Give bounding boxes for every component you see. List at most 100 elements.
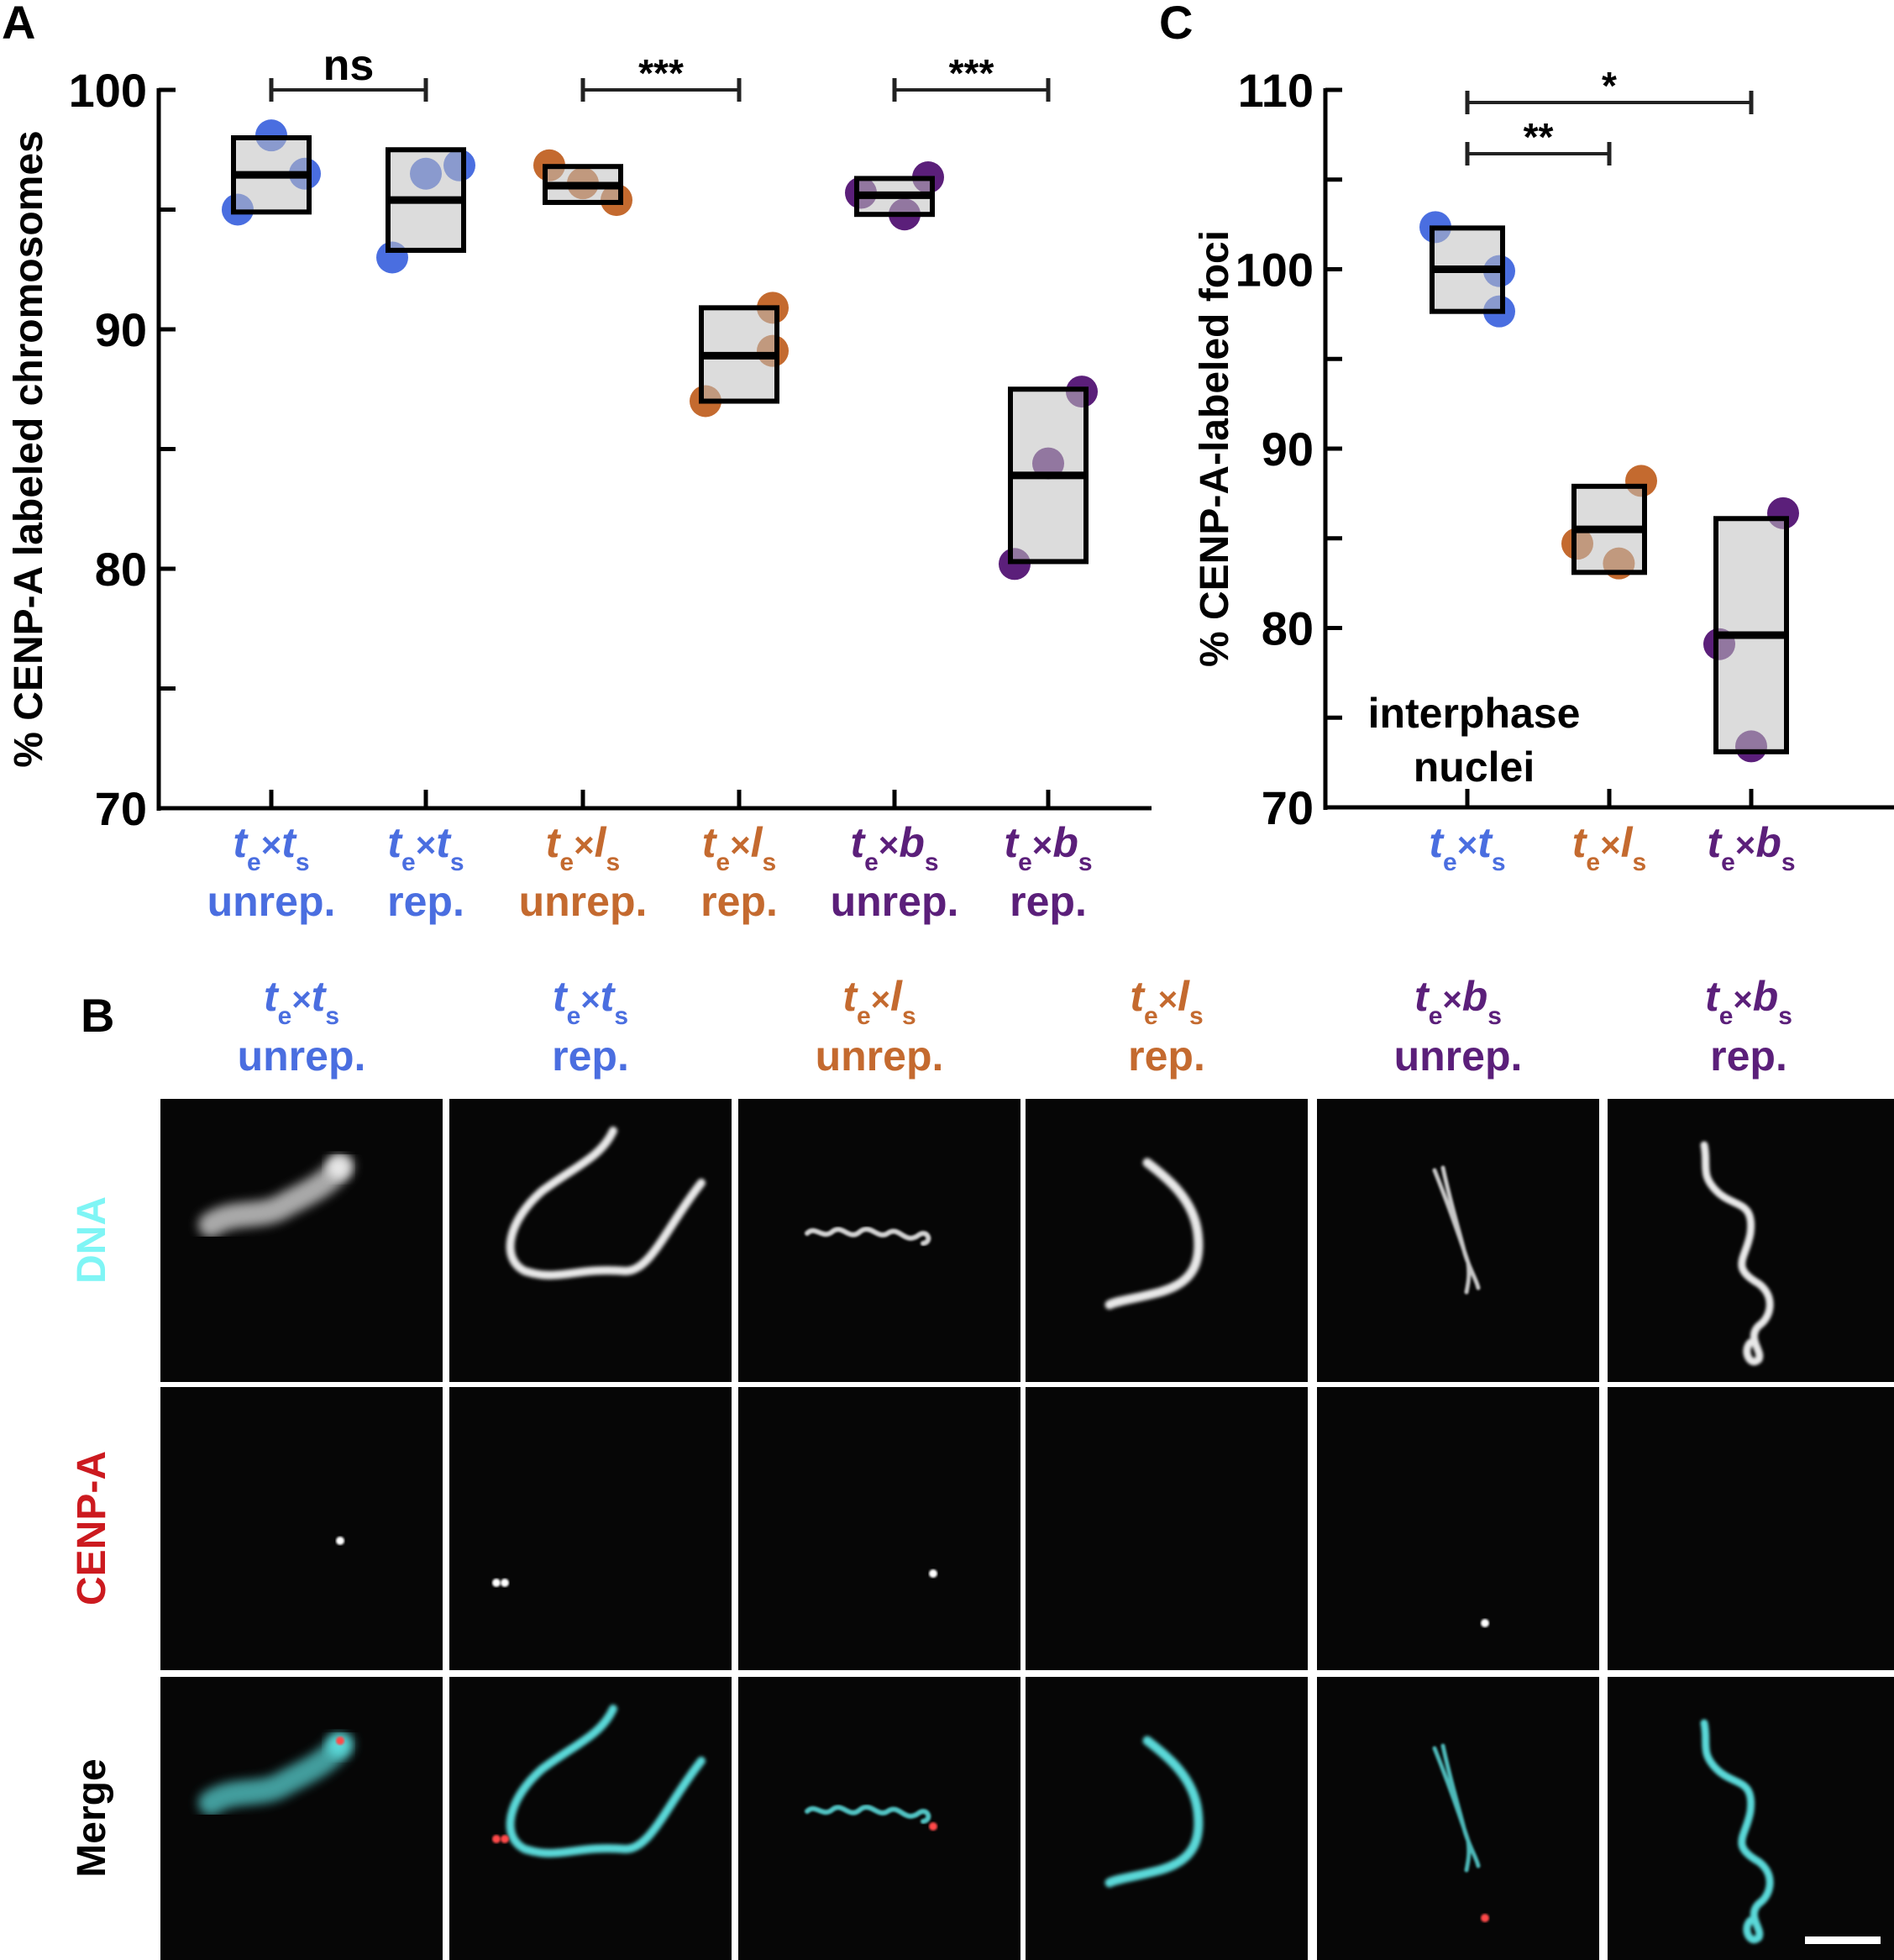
- x-tick-label-genotype: te×bs: [1004, 819, 1092, 876]
- chromosome: [1432, 1165, 1481, 1295]
- chromosome: [506, 1127, 706, 1280]
- chromosome: [805, 1227, 931, 1246]
- column-header-genotype: te×ts: [449, 975, 732, 1033]
- micrograph-merge-4: [1026, 1677, 1308, 1960]
- x-tick-label-genotype: te×ts: [233, 819, 309, 876]
- subscript: s: [925, 849, 939, 876]
- genotype-letter: t: [1707, 819, 1723, 866]
- column-header-genotype: te×ls: [738, 975, 1020, 1033]
- micrograph-image: [1432, 1743, 1489, 1922]
- genotype-letter: t: [552, 973, 567, 1020]
- subscript: s: [1487, 1002, 1502, 1030]
- group-4: [845, 161, 944, 231]
- y-tick-label: 100: [1236, 244, 1314, 297]
- subscript: e: [1443, 849, 1457, 876]
- subscript: e: [1428, 1002, 1443, 1030]
- cross-symbol: ×: [870, 981, 891, 1018]
- micrograph-image: [1608, 1387, 1894, 1670]
- cross-symbol: ×: [580, 981, 601, 1018]
- cross-symbol: ×: [730, 825, 751, 864]
- subscript: e: [277, 1002, 292, 1030]
- genotype-letter: t: [1572, 819, 1588, 866]
- group-1: [376, 147, 475, 274]
- group-3: [690, 292, 789, 418]
- subscript: s: [606, 849, 621, 876]
- genotype-letter: t: [1429, 819, 1445, 866]
- subscript: e: [1718, 1002, 1734, 1030]
- micrograph-image: [1481, 1619, 1489, 1627]
- row-label-dna: DNA: [70, 1196, 114, 1284]
- chromosome: [506, 1705, 706, 1858]
- column-header: te×ts unrep.: [160, 975, 443, 1079]
- x-tick-label-state: unrep.: [831, 878, 959, 925]
- genotype-letter: t: [850, 819, 866, 866]
- chromosome: [198, 1731, 354, 1815]
- micrograph-cenpa-6: [1608, 1387, 1894, 1670]
- x-tick-label-genotype-text: te×ls: [546, 819, 620, 876]
- y-axis-label: % CENP-A-labeled foci: [1193, 230, 1237, 667]
- genotype-letter: b: [1461, 973, 1488, 1020]
- subscript: e: [864, 849, 879, 876]
- cross-symbol: ×: [1032, 825, 1053, 864]
- micrograph-image: [805, 1227, 931, 1246]
- x-tick-label-genotype-text: te×ls: [702, 819, 776, 876]
- column-header-state: rep.: [1710, 1033, 1787, 1080]
- cross-symbol: ×: [1457, 825, 1478, 864]
- chromosome: [198, 1153, 354, 1237]
- micrograph-image: [1700, 1719, 1774, 1943]
- genotype-letter: t: [1705, 973, 1719, 1020]
- column-header: te×ls rep.: [1026, 975, 1308, 1079]
- subscript: s: [325, 1002, 340, 1030]
- x-tick-label-genotype: te×ls: [1572, 819, 1646, 876]
- micrograph-dna-5: [1317, 1099, 1599, 1382]
- group-2: [533, 149, 632, 217]
- chart-a: % CENP-A labeled chromosomes708090100te×…: [7, 41, 1152, 925]
- micrograph-cenpa-4: [1026, 1387, 1308, 1670]
- cross-symbol: ×: [1442, 981, 1462, 1018]
- subscript: s: [1781, 849, 1796, 876]
- micrograph-merge-2: [449, 1677, 732, 1960]
- genotype-letter: b: [899, 819, 925, 866]
- genotype-letter: t: [702, 819, 718, 866]
- column-header-genotype: te×bs: [1317, 975, 1599, 1033]
- cross-symbol: ×: [1733, 981, 1753, 1018]
- cenpa-focus: [336, 1737, 344, 1745]
- x-tick-label-state: rep.: [387, 878, 464, 925]
- micrograph-image: [506, 1127, 706, 1280]
- column-header: te×bs unrep.: [1317, 975, 1599, 1079]
- significance-label: **: [1524, 115, 1554, 159]
- cross-symbol: ×: [261, 825, 282, 864]
- x-tick-label-state: rep.: [700, 878, 778, 925]
- genotype-letter: t: [1004, 819, 1020, 866]
- genotype-letter: t: [311, 973, 326, 1020]
- group-0: [222, 119, 321, 226]
- chromosome-tip: [327, 1156, 350, 1180]
- genotype-letter: b: [1052, 819, 1078, 866]
- genotype-letter: l: [751, 819, 763, 866]
- genotype-letter: t: [233, 819, 249, 866]
- genotype-letter: l: [890, 973, 902, 1020]
- column-header-state: rep.: [552, 1033, 629, 1080]
- chromosome: [1104, 1736, 1204, 1888]
- chromosome: [1700, 1141, 1774, 1365]
- y-tick-label: 100: [69, 64, 147, 117]
- column-header-genotype: te×ls: [1026, 975, 1308, 1033]
- column-header: te×ls unrep.: [738, 975, 1020, 1079]
- micrograph-image: [492, 1579, 509, 1587]
- subscript: e: [1018, 849, 1032, 876]
- x-tick-label-genotype-text: te×bs: [1004, 819, 1092, 876]
- cross-symbol: ×: [416, 825, 437, 864]
- x-tick-label-genotype: te×ts: [1429, 819, 1505, 876]
- group-5: [999, 376, 1098, 581]
- cross-symbol: ×: [574, 825, 595, 864]
- y-tick-label: 70: [95, 782, 147, 835]
- micrograph-dna-4: [1026, 1099, 1308, 1382]
- significance-label: ns: [323, 41, 375, 90]
- micrograph-dna-1: [160, 1099, 443, 1382]
- micrograph-merge-5: [1317, 1677, 1599, 1960]
- genotype-letter: t: [1414, 973, 1429, 1020]
- chromosome: [1432, 1743, 1481, 1873]
- significance-label: *: [1602, 64, 1617, 108]
- micrograph-image: [1104, 1736, 1204, 1888]
- significance-label: ***: [949, 51, 994, 95]
